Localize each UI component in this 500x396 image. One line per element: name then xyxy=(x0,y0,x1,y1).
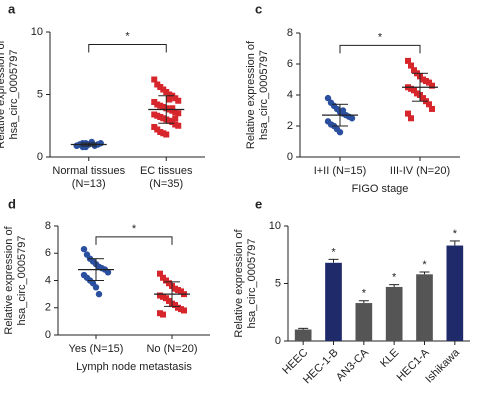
y-tick-label: 6 xyxy=(287,58,293,70)
significance-mark: * xyxy=(422,259,427,271)
data-point xyxy=(163,131,170,138)
x-tick-label: AN3-CA xyxy=(334,346,371,383)
data-point xyxy=(175,122,182,129)
data-point xyxy=(172,115,179,122)
data-point xyxy=(175,97,182,104)
y-tick-label: 10 xyxy=(31,26,43,38)
panel-label: c xyxy=(255,1,262,16)
y-tick-label: 6 xyxy=(45,247,51,259)
data-point xyxy=(411,67,417,74)
significance-bracket xyxy=(95,236,173,245)
data-point xyxy=(97,140,104,147)
data-point xyxy=(92,284,100,291)
bar xyxy=(446,245,464,341)
significance-mark: * xyxy=(125,30,130,42)
data-point xyxy=(405,110,411,117)
data-point xyxy=(426,101,432,108)
data-point xyxy=(336,129,344,136)
x-tick-label: KLE xyxy=(378,347,401,370)
y-tick-label: 0 xyxy=(37,151,43,163)
y-axis-label: hsa_circ_0005797 xyxy=(16,236,28,326)
bar xyxy=(355,303,373,341)
x-tick-label: I+II (N=15) xyxy=(314,165,367,177)
y-tick-label: 4 xyxy=(45,274,51,286)
bar xyxy=(294,329,312,341)
data-point xyxy=(429,82,435,89)
x-tick-label: Ishikawa xyxy=(423,346,462,385)
data-point xyxy=(426,79,432,86)
data-point xyxy=(405,57,411,64)
data-point xyxy=(95,290,103,298)
data-point xyxy=(408,115,414,122)
significance-mark: * xyxy=(362,288,367,300)
significance-bracket xyxy=(88,44,167,53)
x-tick-label: Normal tissues xyxy=(52,165,125,177)
significance-mark: * xyxy=(453,228,458,240)
y-tick-label: 8 xyxy=(287,27,293,39)
y-tick-label: 4 xyxy=(287,89,293,101)
significance-mark: * xyxy=(378,31,383,43)
significance-mark: * xyxy=(132,223,137,235)
y-axis-label: Relative expression of xyxy=(0,39,7,148)
x-tick-label: EC tissues xyxy=(140,165,193,177)
y-axis-label: Relative expression of xyxy=(233,228,245,337)
panel-label: a xyxy=(8,1,16,16)
bar xyxy=(416,274,433,341)
y-tick-label: 0 xyxy=(275,335,281,347)
data-point xyxy=(166,96,173,103)
y-tick-label: 0 xyxy=(45,329,51,341)
bar xyxy=(325,262,342,341)
x-axis-label: Lymph node metastasis xyxy=(76,361,192,373)
y-axis-label: Relative expression of xyxy=(245,40,257,149)
data-point xyxy=(420,95,426,102)
y-axis-label: hsa_circ_0005797 xyxy=(258,50,270,140)
data-point xyxy=(80,245,88,253)
x-axis-label: FIGO stage xyxy=(352,183,409,195)
data-point xyxy=(324,94,332,102)
data-point xyxy=(408,62,414,69)
data-point xyxy=(104,269,112,276)
y-tick-label: 2 xyxy=(45,302,51,314)
x-tick-label: No (N=20) xyxy=(146,343,197,355)
x-tick-label: Yes (N=15) xyxy=(69,343,124,355)
x-tick-label: (N=35) xyxy=(149,178,183,190)
panel-label: e xyxy=(255,196,262,211)
significance-bracket xyxy=(339,44,421,54)
x-tick-label: (N=13) xyxy=(72,178,106,190)
y-tick-label: 5 xyxy=(275,277,281,289)
significance-mark: * xyxy=(331,246,336,258)
y-tick-label: 8 xyxy=(45,220,51,232)
y-tick-label: 0 xyxy=(287,151,293,163)
data-point xyxy=(429,105,435,112)
data-point xyxy=(348,115,356,122)
data-point xyxy=(160,311,166,318)
data-point xyxy=(169,105,176,112)
data-point xyxy=(411,87,417,94)
significance-mark: * xyxy=(392,272,397,284)
data-point xyxy=(157,270,163,277)
y-axis-label: hsa_circ_0005797 xyxy=(8,50,20,140)
panel-label: d xyxy=(8,196,16,211)
y-axis-label: hsa_circ_0005797 xyxy=(246,239,258,329)
y-tick-label: 10 xyxy=(269,220,281,232)
y-tick-label: 2 xyxy=(287,120,293,132)
data-point xyxy=(151,76,158,83)
bar xyxy=(385,286,403,341)
y-tick-label: 5 xyxy=(37,88,43,100)
data-point xyxy=(181,307,187,314)
data-point xyxy=(175,110,182,117)
y-axis-label: Relative expression of xyxy=(3,225,15,334)
x-tick-label: III-IV (N=20) xyxy=(390,165,450,177)
data-point xyxy=(339,107,347,114)
